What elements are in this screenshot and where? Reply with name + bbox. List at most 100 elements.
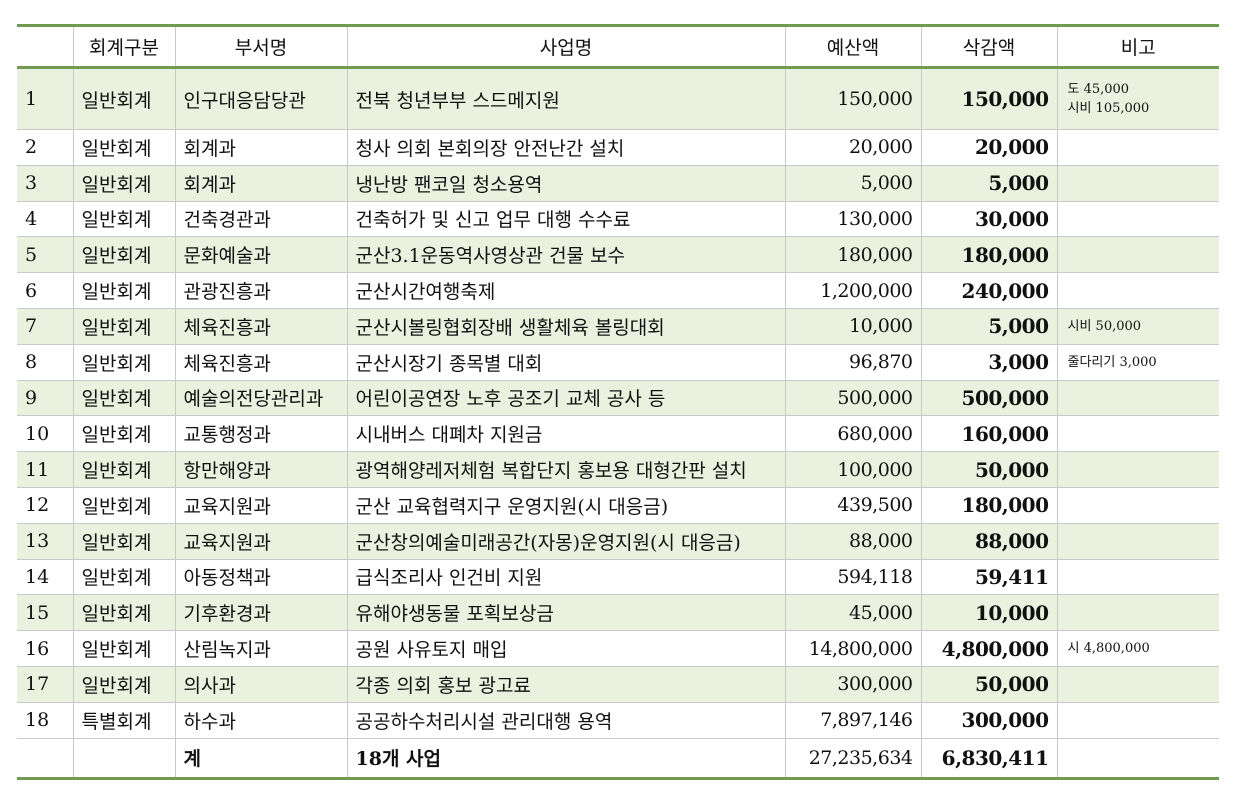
account-type-cell: 일반회계 <box>73 594 176 632</box>
note-cell <box>1057 380 1219 417</box>
account-type-cell: 일반회계 <box>73 666 176 703</box>
note-line: 시 4,800,000 <box>1067 641 1150 657</box>
budget-cell: 439,500 <box>785 487 922 524</box>
project-name-cell: 냉난방 팬코일 청소용역 <box>347 165 786 202</box>
budget-cell: 20,000 <box>785 129 922 166</box>
header-budget: 예산액 <box>785 24 922 69</box>
cut-amount-cell: 20,000 <box>921 129 1058 166</box>
row-number: 2 <box>17 129 74 166</box>
budget-cell: 300,000 <box>785 666 922 703</box>
note-cell: 시 4,800,000 <box>1057 630 1219 667</box>
table-body: 1 일반회계 인구대응담당관 전북 청년부부 스드메지원 150,000 150,000 도… <box>17 67 1219 780</box>
budget-cell: 180,000 <box>785 236 922 274</box>
table-row: 11 일반회계 항만해양과 광역해양레저체험 복합단지 홍보용 대형간판 설치 100,… <box>17 451 1219 488</box>
project-name-cell: 공원 사유토지 매입 <box>347 630 786 667</box>
note-line: 시비 50,000 <box>1067 318 1142 334</box>
table-row: 2 일반회계 회계과 청사 의회 본회의장 안전난간 설치 20,000 20,000 <box>17 129 1219 166</box>
account-type-cell: 일반회계 <box>73 236 176 274</box>
row-number: 16 <box>17 630 74 667</box>
account-type-cell: 일반회계 <box>73 380 176 417</box>
table-row: 12 일반회계 교육지원과 군산 교육협력지구 운영지원(시 대응금) 439,500 1… <box>17 487 1219 524</box>
total-note-cell <box>1057 738 1219 780</box>
department-cell: 아동정책과 <box>175 559 348 596</box>
project-name-cell: 광역해양레저체험 복합단지 홍보용 대형간판 설치 <box>347 451 786 488</box>
note-line: 도 45,000 <box>1067 82 1130 97</box>
note-cell <box>1057 415 1219 453</box>
row-number: 18 <box>17 702 74 739</box>
budget-cell: 100,000 <box>785 451 922 488</box>
table-row: 7 일반회계 체육진흥과 군산시볼링협회장배 생활체육 볼링대회 10,000 5,000… <box>17 308 1219 345</box>
account-type-cell: 일반회계 <box>73 523 176 560</box>
budget-cell: 10,000 <box>785 308 922 345</box>
project-name-cell: 건축허가 및 신고 업무 대행 수수료 <box>347 201 786 238</box>
row-number: 14 <box>17 559 74 596</box>
row-number: 8 <box>17 344 74 381</box>
budget-cell: 680,000 <box>785 415 922 453</box>
project-name-cell: 급식조리사 인건비 지원 <box>347 559 786 596</box>
cut-amount-cell: 150,000 <box>921 67 1058 130</box>
total-project-count: 18개 사업 <box>347 738 786 780</box>
project-name-cell: 공공하수처리시설 관리대행 용역 <box>347 702 786 739</box>
budget-cell: 500,000 <box>785 380 922 417</box>
department-cell: 관광진흥과 <box>175 272 348 309</box>
project-name-cell: 군산시장기 종목별 대회 <box>347 344 786 381</box>
department-cell: 하수과 <box>175 702 348 739</box>
row-number: 9 <box>17 380 74 417</box>
note-cell <box>1057 666 1219 703</box>
total-cut-amount: 6,830,411 <box>921 738 1058 780</box>
budget-cell: 130,000 <box>785 201 922 238</box>
header-account-type: 회계구분 <box>73 24 176 69</box>
department-cell: 예술의전당관리과 <box>175 380 348 417</box>
project-name-cell: 군산시볼링협회장배 생활체육 볼링대회 <box>347 308 786 345</box>
cut-amount-cell: 160,000 <box>921 415 1058 453</box>
note-cell <box>1057 165 1219 202</box>
note-cell: 줄다리기 3,000 <box>1057 344 1219 381</box>
row-number: 10 <box>17 415 74 453</box>
department-cell: 체육진흥과 <box>175 308 348 345</box>
account-type-cell: 일반회계 <box>73 415 176 453</box>
cut-amount-cell: 300,000 <box>921 702 1058 739</box>
account-type-cell: 일반회계 <box>73 129 176 166</box>
total-row: 계 18개 사업 27,235,634 6,830,411 <box>17 738 1219 780</box>
project-name-cell: 군산시간여행축제 <box>347 272 786 309</box>
account-type-cell: 일반회계 <box>73 559 176 596</box>
department-cell: 교육지원과 <box>175 487 348 524</box>
budget-cell: 14,800,000 <box>785 630 922 667</box>
department-cell: 산림녹지과 <box>175 630 348 667</box>
project-name-cell: 각종 의회 홍보 광고료 <box>347 666 786 703</box>
table-row: 14 일반회계 아동정책과 급식조리사 인건비 지원 594,118 59,411 <box>17 559 1219 596</box>
account-type-cell: 일반회계 <box>73 67 176 130</box>
account-type-cell: 특별회계 <box>73 702 176 739</box>
table-row: 6 일반회계 관광진흥과 군산시간여행축제 1,200,000 240,000 <box>17 272 1219 309</box>
note-line: 줄다리기 3,000 <box>1067 354 1157 370</box>
account-type-cell: 일반회계 <box>73 344 176 381</box>
note-cell <box>1057 236 1219 274</box>
account-type-cell: 일반회계 <box>73 308 176 345</box>
row-number: 3 <box>17 165 74 202</box>
note-cell <box>1057 129 1219 166</box>
department-cell: 항만해양과 <box>175 451 348 488</box>
department-cell: 회계과 <box>175 165 348 202</box>
row-number: 7 <box>17 308 74 345</box>
cut-amount-cell: 240,000 <box>921 272 1058 309</box>
note-cell <box>1057 594 1219 632</box>
cut-amount-cell: 180,000 <box>921 236 1058 274</box>
total-label: 계 <box>175 738 348 780</box>
budget-cell: 7,897,146 <box>785 702 922 739</box>
total-no-cell <box>17 738 74 780</box>
department-cell: 교통행정과 <box>175 415 348 453</box>
header-no <box>17 24 74 69</box>
note-cell <box>1057 559 1219 596</box>
row-number: 5 <box>17 236 74 274</box>
budget-cell: 5,000 <box>785 165 922 202</box>
cut-amount-cell: 500,000 <box>921 380 1058 417</box>
table-row: 18 특별회계 하수과 공공하수처리시설 관리대행 용역 7,897,146 300,00… <box>17 702 1219 739</box>
note-cell <box>1057 201 1219 238</box>
budget-cut-table-container: 회계구분 부서명 사업명 예산액 삭감액 비고 1 일반회계 인구대응담당관 전북 청… <box>17 24 1219 780</box>
note-cell <box>1057 487 1219 524</box>
department-cell: 교육지원과 <box>175 523 348 560</box>
department-cell: 회계과 <box>175 129 348 166</box>
table-row: 3 일반회계 회계과 냉난방 팬코일 청소용역 5,000 5,000 <box>17 165 1219 202</box>
account-type-cell: 일반회계 <box>73 451 176 488</box>
row-number: 1 <box>17 67 74 130</box>
